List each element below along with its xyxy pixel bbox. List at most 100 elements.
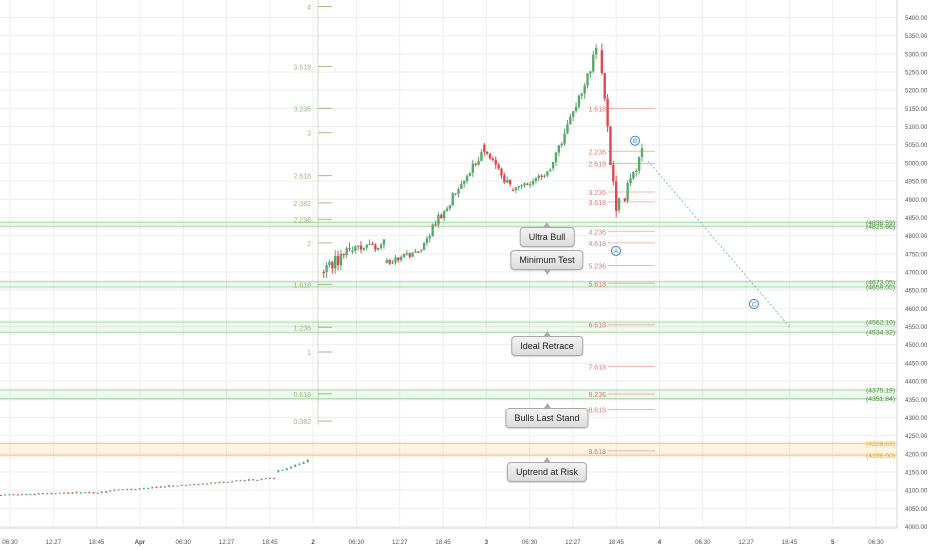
candle-body — [331, 261, 334, 269]
wave-label-circle — [611, 245, 621, 256]
candle-body — [113, 489, 116, 491]
candle-body — [322, 272, 325, 273]
candle-body — [551, 161, 555, 169]
candle-body — [594, 48, 598, 55]
candle-body — [431, 224, 434, 236]
candle-body — [88, 492, 91, 494]
candle-body — [497, 164, 500, 169]
candle-body — [176, 485, 179, 487]
fib-left-label: 0.618 — [293, 392, 311, 399]
candle-body — [399, 256, 403, 261]
candle-body — [474, 163, 477, 165]
candle-body — [422, 242, 426, 250]
fib-left-label: 1.236 — [293, 325, 311, 332]
candle-body — [16, 494, 19, 496]
price-axis-label: 4200.00 — [905, 451, 928, 458]
price-axis-label: 4600.00 — [905, 306, 928, 313]
candle-body — [168, 485, 171, 487]
price-axis-label: 4650.00 — [905, 288, 928, 295]
price-axis-label: 5000.00 — [905, 160, 928, 167]
candle-body — [540, 175, 543, 177]
candle-body — [256, 480, 259, 482]
candle-body — [58, 492, 61, 494]
time-axis-label: 18:45 — [608, 539, 624, 546]
candle-body — [33, 494, 36, 496]
candle-body — [362, 247, 366, 250]
candle-body — [500, 168, 503, 176]
fib-right-label: 5.236 — [588, 263, 606, 270]
candle-body — [25, 494, 28, 496]
price-axis-label: 5200.00 — [905, 88, 928, 95]
price-tag: (4196.00) — [866, 453, 895, 460]
candle-body — [109, 490, 112, 492]
time-axis-label: 12:27 — [46, 539, 62, 546]
candle-body — [67, 492, 70, 494]
candle-body — [560, 143, 563, 146]
candle-body — [451, 193, 454, 206]
candle-body — [247, 479, 250, 481]
price-tag: (4659.05) — [866, 284, 895, 291]
candle-body — [126, 488, 129, 490]
candle-body — [348, 248, 351, 250]
fib-right-label: 6.618 — [588, 323, 606, 330]
time-axis-label: 06:30 — [868, 539, 884, 546]
callout-label: Ultra Bull — [528, 232, 566, 242]
time-axis-label: 06:30 — [695, 539, 711, 546]
time-axis-label: 12:27 — [219, 539, 235, 546]
support-zone — [0, 220, 897, 229]
price-tag: (4673.05) — [866, 279, 895, 286]
candle-body — [379, 244, 383, 248]
candle-body — [514, 187, 518, 191]
candle-body — [71, 492, 74, 494]
candle-body — [197, 484, 200, 486]
candle-body — [394, 257, 397, 263]
price-tag: (4534.32) — [866, 330, 895, 337]
time-axis-label: 3 — [485, 539, 489, 546]
callout-ultra-bull: Ultra Bull — [519, 222, 575, 247]
candle-body — [302, 462, 305, 464]
candle-body — [402, 254, 406, 257]
time-axis-label: 18:45 — [435, 539, 451, 546]
candle-body — [434, 224, 437, 226]
wave-label-circle — [630, 135, 640, 146]
candle-body — [180, 485, 183, 487]
candle-body — [37, 493, 40, 495]
candle-body — [92, 492, 95, 494]
price-axis-label: 4250.00 — [905, 433, 928, 440]
price-axis-label: 4450.00 — [905, 360, 928, 367]
candle-body — [623, 198, 626, 201]
candle-body — [549, 169, 552, 172]
fib-right-label: 4.618 — [588, 241, 606, 248]
price-axis-label: 4850.00 — [905, 215, 928, 222]
candle-body — [574, 106, 578, 112]
candle-body — [592, 54, 595, 72]
price-tag: (4375.19) — [866, 388, 895, 395]
candle-body — [117, 489, 120, 491]
wave-label-text: B — [633, 138, 637, 145]
candle-body — [385, 259, 389, 263]
price-axis-label: 4050.00 — [905, 506, 928, 513]
candle-body — [46, 493, 49, 495]
candle-body — [374, 244, 377, 250]
fib-right-label: 3.236 — [588, 190, 606, 197]
candle-body — [494, 159, 497, 165]
projection-line — [647, 160, 791, 328]
candle-body — [468, 172, 472, 177]
candle-body — [414, 251, 417, 253]
candle-body — [268, 477, 271, 479]
candle-body — [531, 181, 535, 185]
candle-body — [159, 486, 162, 488]
fib-right-label: 8.236 — [588, 392, 606, 399]
time-axis-label: 18:45 — [782, 539, 798, 546]
candle-body — [632, 171, 635, 179]
candle-body — [437, 214, 440, 225]
candle-body — [546, 171, 549, 176]
price-tag: (4836.59) — [866, 220, 895, 227]
fib-left-label: 2.382 — [293, 201, 311, 208]
price-axis-label: 4350.00 — [905, 397, 928, 404]
candle-body — [289, 466, 292, 469]
fib-left-label: 2.236 — [293, 217, 311, 224]
candle-body — [454, 193, 457, 195]
candle-body — [586, 73, 589, 86]
